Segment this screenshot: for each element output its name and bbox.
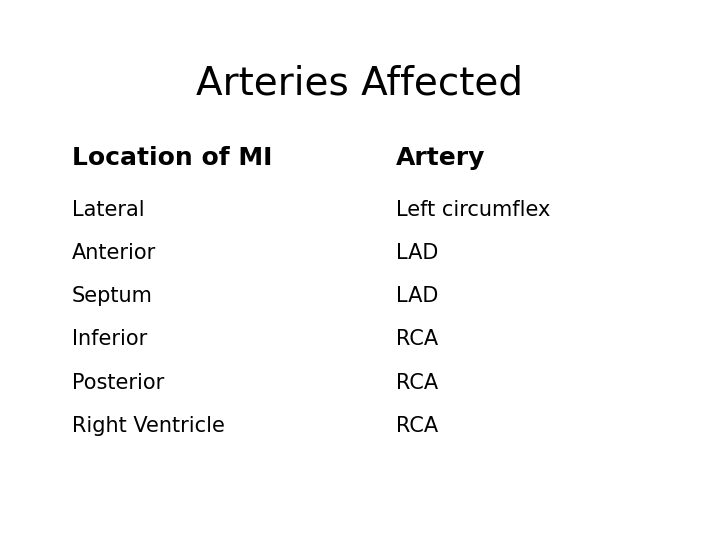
Text: Septum: Septum	[72, 286, 153, 306]
Text: RCA: RCA	[396, 329, 438, 349]
Text: RCA: RCA	[396, 416, 438, 436]
Text: Posterior: Posterior	[72, 373, 164, 393]
Text: Location of MI: Location of MI	[72, 146, 272, 170]
Text: Anterior: Anterior	[72, 243, 156, 263]
Text: Left circumflex: Left circumflex	[396, 200, 550, 220]
Text: RCA: RCA	[396, 373, 438, 393]
Text: Inferior: Inferior	[72, 329, 148, 349]
Text: Right Ventricle: Right Ventricle	[72, 416, 225, 436]
Text: Lateral: Lateral	[72, 200, 145, 220]
Text: LAD: LAD	[396, 243, 438, 263]
Text: LAD: LAD	[396, 286, 438, 306]
Text: Artery: Artery	[396, 146, 485, 170]
Text: Arteries Affected: Arteries Affected	[197, 65, 523, 103]
